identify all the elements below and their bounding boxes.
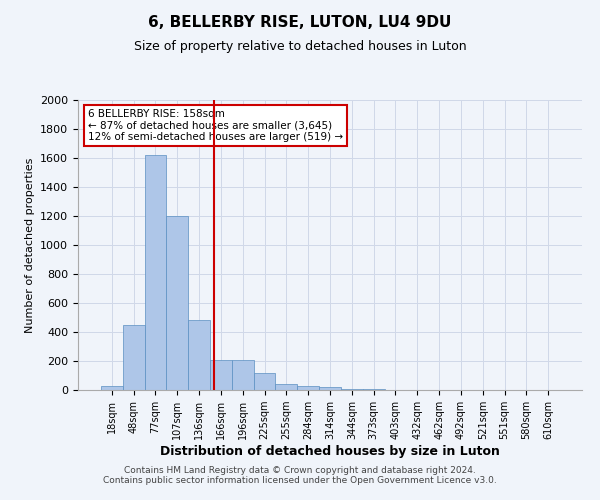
Text: 6 BELLERBY RISE: 158sqm
← 87% of detached houses are smaller (3,645)
12% of semi: 6 BELLERBY RISE: 158sqm ← 87% of detache… xyxy=(88,108,343,142)
Bar xyxy=(232,360,254,390)
Bar xyxy=(101,386,123,390)
Bar xyxy=(275,384,297,390)
Bar xyxy=(297,386,319,390)
Text: Contains HM Land Registry data © Crown copyright and database right 2024.
Contai: Contains HM Land Registry data © Crown c… xyxy=(103,466,497,485)
Bar xyxy=(341,388,363,390)
Bar xyxy=(166,216,188,390)
Y-axis label: Number of detached properties: Number of detached properties xyxy=(25,158,35,332)
Bar xyxy=(210,360,232,390)
Bar xyxy=(319,387,341,390)
X-axis label: Distribution of detached houses by size in Luton: Distribution of detached houses by size … xyxy=(160,445,500,458)
Bar xyxy=(188,320,210,390)
Text: Size of property relative to detached houses in Luton: Size of property relative to detached ho… xyxy=(134,40,466,53)
Bar xyxy=(254,372,275,390)
Bar xyxy=(123,325,145,390)
Bar xyxy=(145,155,166,390)
Text: 6, BELLERBY RISE, LUTON, LU4 9DU: 6, BELLERBY RISE, LUTON, LU4 9DU xyxy=(148,15,452,30)
